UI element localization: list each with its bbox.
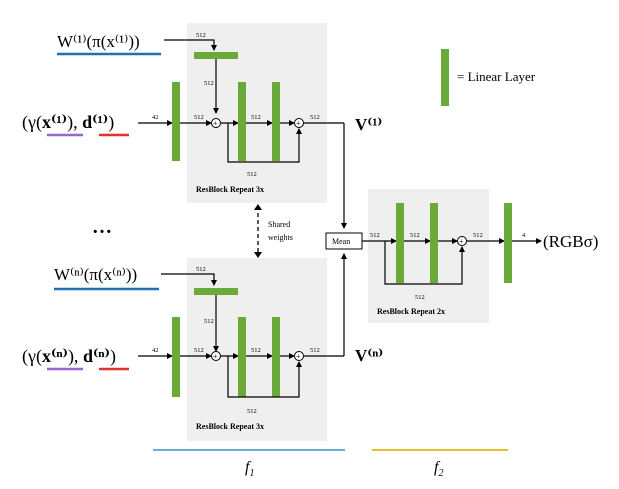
dim-512-a-bottom: 512: [194, 347, 204, 354]
resblock-text-f2: ResBlock: [377, 307, 410, 316]
v1-label: V⁽¹⁾: [355, 115, 383, 134]
resblock-label-f2: ResBlock Repeat 2x: [377, 307, 445, 316]
linear-layer-out: [504, 203, 512, 283]
plus-node-top-1: [211, 118, 221, 128]
repeat3-text-top: Repeat 3x: [230, 185, 264, 194]
wn-input-label: W⁽ⁿ⁾(π(x⁽ⁿ⁾)): [54, 265, 137, 284]
plus-sign-top-2: +: [296, 119, 301, 128]
repeat2-text-f2: Repeat 2x: [411, 307, 445, 316]
linear-layer-f2-1: [396, 203, 404, 283]
linear-layer-res2-top: [272, 82, 280, 161]
shared-label: Shared: [268, 220, 290, 229]
linear-layer-res1-bottom: [238, 317, 246, 397]
weights-label: weights: [268, 233, 293, 242]
dim-512-skip-bottom: 512: [247, 408, 257, 415]
resblock-label-top: ResBlock Repeat 3x: [196, 185, 264, 194]
gamman-close: ): [110, 346, 116, 367]
vn-label: V⁽ⁿ⁾: [355, 346, 383, 365]
dim-512-a-top: 512: [194, 114, 204, 121]
f1-subscript: 1: [249, 468, 254, 479]
dim-wn-down-512: 512: [204, 318, 214, 325]
f2-panel: [368, 189, 489, 323]
dim-42-bottom: 42: [152, 347, 159, 354]
f2-letter: f: [434, 459, 441, 476]
dim-w1-down-512: 512: [204, 80, 214, 87]
plus-node-f2: [457, 236, 467, 246]
dim-512-f2-b: 512: [473, 232, 483, 239]
plus-node-bottom-2: [294, 351, 304, 361]
mean-label: Mean: [332, 237, 350, 246]
dim-512-skip-top: 512: [247, 171, 257, 178]
gamman-mid: ),: [68, 346, 83, 367]
w1-connector: [164, 39, 217, 51]
linear-layer-f2-2: [430, 203, 438, 283]
w1-input-label: W⁽¹⁾(π(x⁽¹⁾)): [57, 32, 140, 51]
gamma1-input-label: (γ(x⁽¹⁾), d⁽¹⁾): [22, 112, 114, 133]
skip-connection-f2: [384, 241, 465, 285]
linear-layer-w1: [194, 52, 238, 59]
dim-512-b-bottom: 512: [251, 347, 261, 354]
dim-512-c-top: 512: [310, 114, 320, 121]
legend-linear-layer-swatch: [441, 49, 449, 106]
gamman-input-label: (γ(x⁽ⁿ⁾), d⁽ⁿ⁾): [22, 346, 116, 367]
dim-4: 4: [522, 232, 526, 239]
linear-layer-res2-bottom: [272, 317, 280, 397]
linear-layer-in-bottom: [172, 317, 180, 397]
gamman-d: d⁽ⁿ⁾: [83, 346, 110, 366]
rgb-sigma-output: (RGBσ): [543, 232, 598, 251]
f2-subscript: 2: [438, 468, 443, 479]
gamman-open: (γ(: [22, 346, 42, 367]
dim-512-f2-a: 512: [410, 232, 420, 239]
resblock-text-top: ResBlock: [196, 185, 229, 194]
legend-label: = Linear Layer: [457, 69, 536, 84]
linear-layer-wn: [194, 288, 238, 295]
shared-weights-arrow-up: [254, 204, 262, 210]
ellipsis: …: [92, 216, 112, 238]
resblock-text-bottom: ResBlock: [196, 422, 229, 431]
dim-512-mean: 512: [370, 232, 380, 239]
gamma1-x: x⁽¹⁾: [42, 112, 67, 132]
shared-weights-arrow-down: [254, 252, 262, 258]
linear-layer-in-top: [172, 82, 180, 161]
dim-wn-512: 512: [196, 266, 206, 273]
f1-top-panel: [187, 23, 327, 203]
wn-connector: [161, 273, 217, 286]
skip-connection-top: [227, 123, 302, 163]
plus-node-bottom-1: [211, 351, 221, 361]
f2-label: f2: [434, 459, 443, 479]
dim-512-skip-f2: 512: [415, 294, 425, 301]
plus-sign-top-1: +: [213, 119, 218, 128]
plus-node-top-2: [294, 118, 304, 128]
dim-512-b-top: 512: [251, 114, 261, 121]
linear-layer-res1-top: [238, 82, 246, 161]
plus-sign-f2: +: [459, 237, 464, 246]
skip-connection-bottom: [227, 356, 302, 398]
f1-label: f1: [245, 459, 254, 479]
gamma1-mid: ),: [67, 112, 82, 133]
plus-sign-bottom-1: +: [213, 352, 218, 361]
dim-42-top: 42: [152, 114, 159, 121]
repeat3-text-bottom: Repeat 3x: [230, 422, 264, 431]
f1-letter: f: [245, 459, 252, 476]
gamma1-d: d⁽¹⁾: [82, 112, 108, 132]
dim-512-c-bottom: 512: [310, 347, 320, 354]
gamma1-close: ): [108, 112, 114, 133]
gamma1-open: (γ(: [22, 112, 42, 133]
plus-sign-bottom-2: +: [296, 352, 301, 361]
gamman-x: x⁽ⁿ⁾: [42, 346, 68, 366]
dim-w1-512: 512: [196, 32, 206, 39]
resblock-label-bottom: ResBlock Repeat 3x: [196, 422, 264, 431]
